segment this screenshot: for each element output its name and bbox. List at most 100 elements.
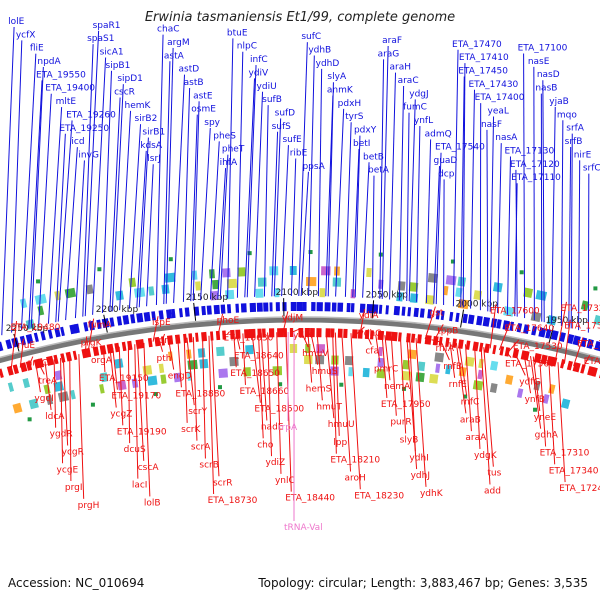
- reverse-gene-leader: [458, 343, 468, 396]
- forward-gene-label: icd: [71, 137, 84, 147]
- reverse-gene-label: slyB: [400, 436, 419, 446]
- cog-block-outer: [85, 284, 94, 295]
- position-tick: [460, 309, 465, 328]
- reverse-strand-arrow: [417, 334, 422, 344]
- forward-gene-leader: [470, 89, 476, 309]
- forward-gene-leader: [246, 65, 257, 298]
- forward-gene-label: spaR1: [93, 21, 121, 31]
- reverse-gene-label: ydgK: [474, 451, 498, 461]
- reverse-strand-arrow: [397, 332, 402, 342]
- position-label: 2250 kbp: [6, 324, 49, 334]
- rna-marker: [36, 279, 41, 284]
- reverse-gene-label: ETA_17950: [381, 400, 431, 410]
- reverse-gene-label: ycgR: [62, 447, 84, 457]
- reverse-gene-label: tus: [487, 469, 501, 479]
- cog-block-inner: [147, 375, 158, 386]
- reverse-gene-label: orgA: [91, 356, 113, 366]
- cog-block-inner: [472, 380, 484, 391]
- reverse-gene-leader: [523, 354, 532, 394]
- forward-gene-label: sirB2: [135, 114, 158, 124]
- cog-block-outer: [257, 277, 267, 287]
- forward-strand-arrow: [331, 302, 337, 312]
- cog-block-outer: [530, 311, 542, 323]
- forward-strand-arrow: [401, 306, 406, 316]
- rna-marker: [450, 259, 455, 264]
- reverse-gene-leader: [480, 346, 491, 485]
- reverse-gene-label: rnfE: [449, 380, 467, 390]
- forward-gene-label: anmK: [327, 86, 354, 96]
- forward-strand-arrow: [171, 308, 176, 319]
- reverse-gene-leader: [563, 319, 571, 364]
- reverse-gene-leader: [78, 354, 85, 499]
- forward-strand-arrow: [467, 314, 475, 325]
- reverse-gene-leader: [168, 339, 175, 370]
- reverse-strand-arrow: [410, 333, 416, 343]
- forward-gene-label: sufB: [262, 95, 282, 105]
- forward-strand-arrow: [47, 329, 54, 339]
- forward-gene-leader: [290, 158, 297, 297]
- reverse-strand-arrow: [525, 351, 530, 361]
- reverse-strand-arrow: [572, 362, 581, 373]
- forward-gene-leader: [578, 160, 581, 331]
- forward-gene-label: sipB1: [106, 61, 131, 71]
- reverse-gene-label: gst: [429, 309, 443, 319]
- reverse-strand-arrow: [540, 354, 548, 365]
- forward-gene-leader: [354, 135, 361, 298]
- forward-gene-label: ETA_17110: [511, 173, 561, 183]
- reverse-gene-label: scrA: [191, 443, 211, 453]
- reverse-gene-leader: [384, 335, 391, 381]
- reverse-gene-label: phoE: [217, 316, 240, 326]
- cog-block-outer: [255, 288, 264, 298]
- reverse-gene-leader: [557, 362, 566, 483]
- reverse-gene-leader: [226, 331, 230, 335]
- forward-gene-leader: [317, 68, 323, 297]
- reverse-strand-arrow: [114, 342, 120, 353]
- forward-strand-arrow: [249, 302, 257, 313]
- forward-strand-arrow: [0, 341, 4, 352]
- forward-gene-label: lolE: [8, 17, 25, 27]
- reverse-gene-leader: [474, 345, 481, 449]
- cog-block-outer: [161, 284, 170, 295]
- forward-gene-leader: [452, 49, 459, 307]
- forward-gene-label: btuE: [227, 28, 248, 38]
- forward-gene-leader: [163, 61, 171, 305]
- forward-gene-label: guaD: [434, 156, 458, 166]
- cog-block-outer: [319, 288, 326, 298]
- forward-gene-label: astB: [184, 78, 204, 88]
- forward-gene-leader: [165, 47, 174, 304]
- forward-strand-arrow: [393, 305, 401, 316]
- cog-block-inner: [504, 374, 514, 385]
- forward-gene-leader: [533, 66, 535, 321]
- forward-gene-label: dcp: [438, 169, 455, 179]
- reverse-gene-label: ETA_18650: [230, 369, 280, 379]
- forward-gene-label: araH: [390, 63, 412, 73]
- forward-strand-arrow: [290, 302, 297, 312]
- forward-strand-arrow: [226, 304, 232, 314]
- forward-gene-label: astD: [179, 65, 200, 75]
- forward-gene-label: ETA_17430: [469, 80, 519, 90]
- reverse-gene-leader: [431, 339, 442, 343]
- cog-block-outer: [237, 267, 246, 277]
- reverse-strand-arrow: [492, 344, 497, 355]
- rna-marker: [90, 402, 95, 407]
- forward-strand-arrow: [213, 304, 220, 315]
- forward-gene-label: admQ: [425, 129, 452, 139]
- forward-strand-arrow: [482, 316, 491, 327]
- reverse-gene-leader: [464, 344, 472, 432]
- reverse-gene-leader: [399, 336, 407, 434]
- forward-gene-leader: [551, 106, 556, 324]
- cog-block-outer: [191, 270, 198, 280]
- reverse-gene-leader: [483, 347, 494, 467]
- rna-gene-label: rrpA: [278, 423, 298, 433]
- forward-gene-leader: [308, 55, 315, 297]
- cog-block-inner: [187, 359, 198, 370]
- forward-strand-arrow: [350, 303, 355, 313]
- reverse-gene-leader: [257, 332, 264, 439]
- reverse-gene-label: ETA_18730: [208, 496, 258, 506]
- reverse-gene-leader: [84, 336, 88, 353]
- forward-gene-label: ydgJ: [409, 89, 428, 99]
- cog-block-outer: [221, 268, 231, 278]
- forward-strand-arrow: [178, 308, 183, 318]
- rna-marker: [217, 385, 222, 390]
- reverse-gene-label: pth: [157, 354, 172, 364]
